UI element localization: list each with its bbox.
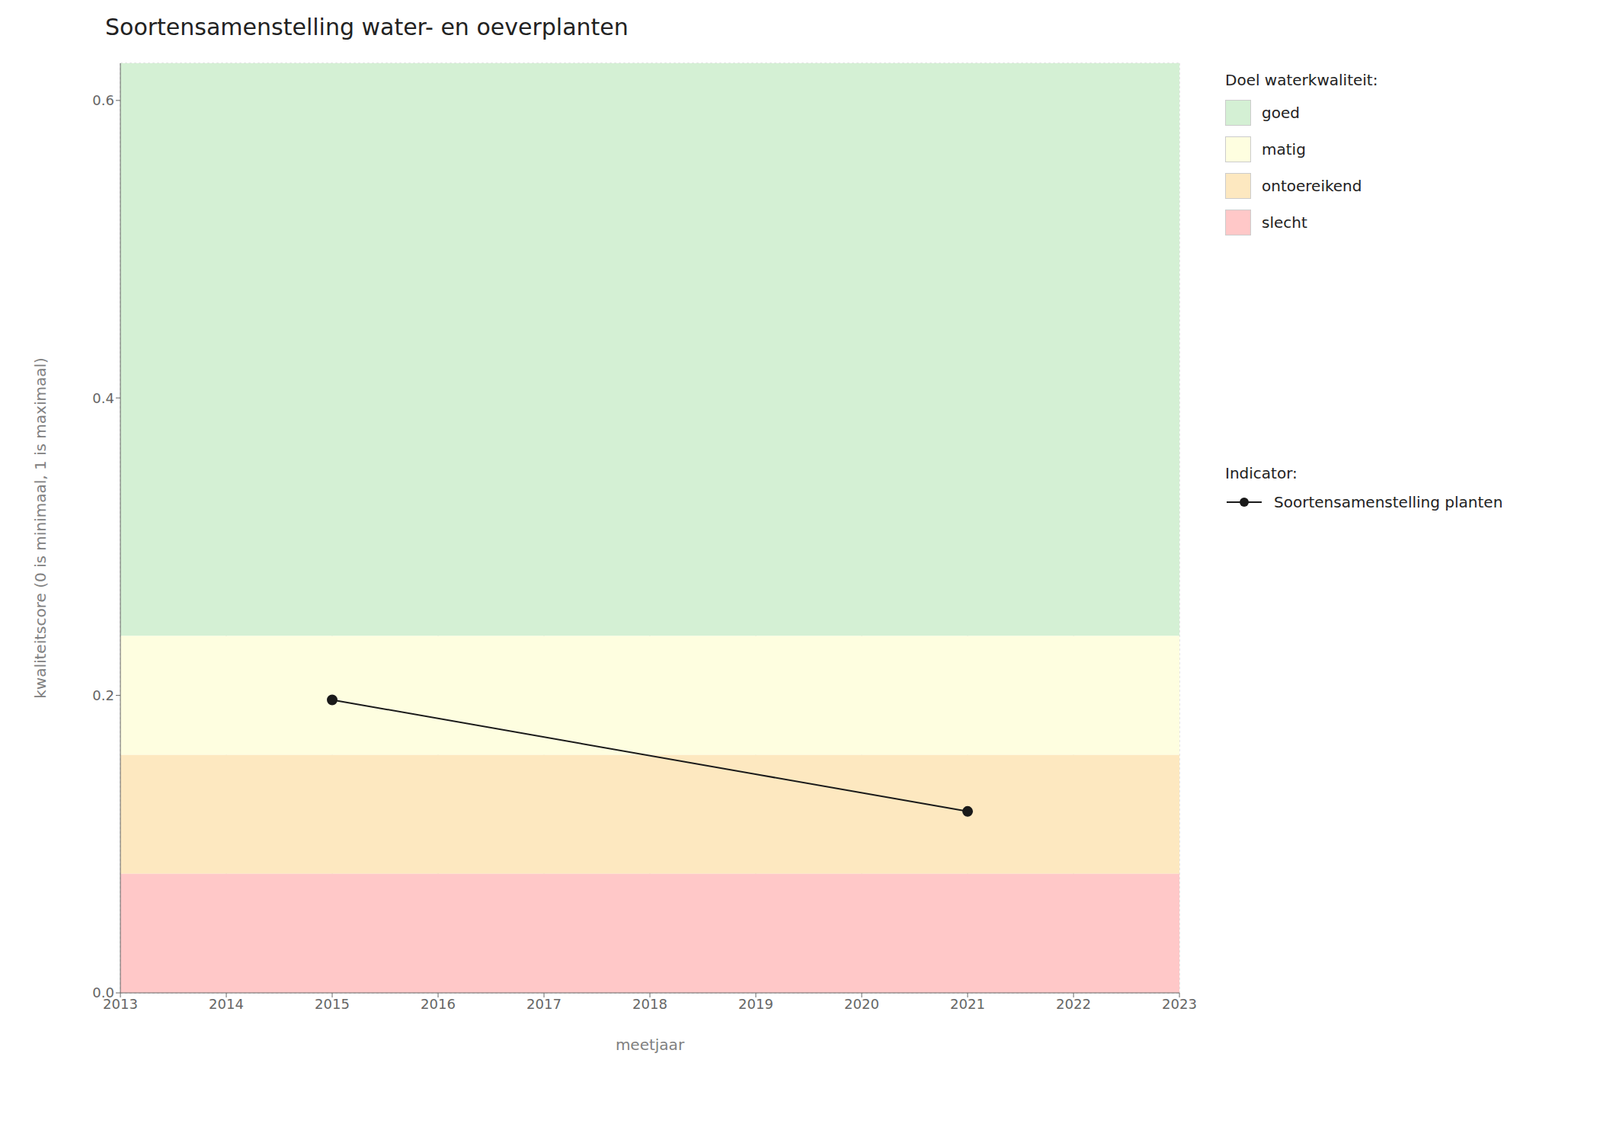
html-text:slecht: slecht [1261, 213, 1308, 232]
svg-text:2019: 2019 [738, 995, 774, 1012]
svg-text:2020: 2020 [844, 995, 880, 1012]
svg-text:2014: 2014 [208, 995, 244, 1012]
svg-text:0.2: 0.2 [92, 687, 115, 704]
svg-text:2016: 2016 [420, 995, 456, 1012]
svg-text:kwaliteitscore (0 is minimaal,: kwaliteitscore (0 is minimaal, 1 is maxi… [31, 357, 50, 699]
html-text:Doel waterkwaliteit:: Doel waterkwaliteit: [1225, 70, 1378, 90]
html-text:Indicator:: Indicator: [1225, 464, 1298, 483]
svg-text:2017: 2017 [526, 995, 562, 1012]
html-text:ontoereikend: ontoereikend [1261, 176, 1362, 196]
svg-text:2015: 2015 [314, 995, 350, 1012]
html-text:goed: goed [1261, 103, 1300, 122]
svg-text:2013: 2013 [102, 995, 138, 1012]
svg-text:0.0: 0.0 [92, 984, 115, 1001]
svg-text:2023: 2023 [1161, 995, 1197, 1012]
svg-text:0.6: 0.6 [92, 92, 115, 109]
svg-text:2022: 2022 [1056, 995, 1092, 1012]
svg-text:meetjaar: meetjaar [615, 1035, 685, 1054]
html-text:matig: matig [1261, 140, 1306, 159]
html-text:Soortensamenstelling planten: Soortensamenstelling planten [1273, 492, 1503, 512]
svg-text:0.4: 0.4 [92, 390, 115, 407]
svg-text:2018: 2018 [632, 995, 668, 1012]
html-text:Soortensamenstelling water- en: Soortensamenstelling water- en oeverplan… [105, 13, 629, 41]
svg-text:2021: 2021 [950, 995, 986, 1012]
